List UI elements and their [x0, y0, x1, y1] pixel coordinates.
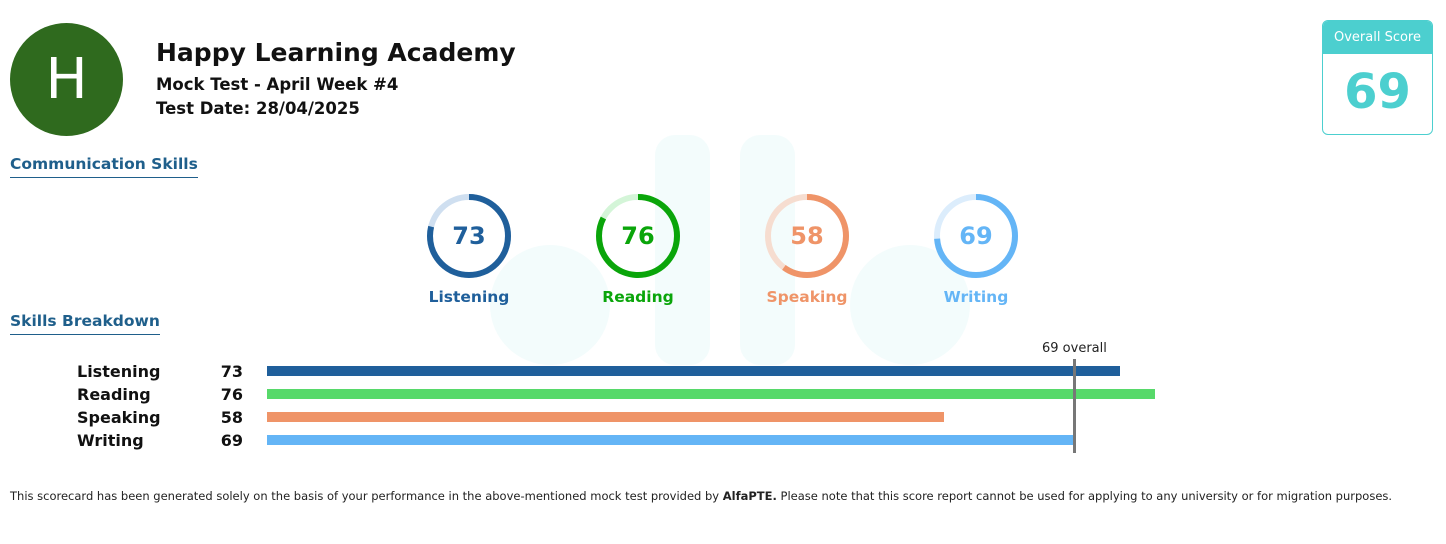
overall-score-label: Overall Score [1323, 21, 1432, 54]
speaking-ring: 58 [763, 192, 851, 280]
disclaimer-text-2: Please note that this score report canno… [776, 489, 1393, 503]
breakdown-label-reading: Reading [77, 385, 151, 404]
writing-ring-label: Writing [943, 288, 1009, 306]
breakdown-bar-speaking [267, 412, 945, 422]
speaking-ring-score: 58 [790, 222, 824, 250]
communication-skills-heading: Communication Skills [10, 155, 198, 178]
watermark-logo [490, 135, 970, 365]
speaking-ring-label: Speaking [766, 288, 848, 306]
brand-name: AlfaPTE. [722, 489, 777, 503]
test-date: Test Date: 28/04/2025 [156, 99, 360, 118]
breakdown-bar-listening [267, 366, 1120, 376]
writing-ring: 69 [932, 192, 1020, 280]
disclaimer: This scorecard has been generated solely… [10, 487, 1430, 506]
skills-breakdown-chart: Listening 73 Reading 76 Speaking 58 Writ… [0, 340, 1446, 460]
overall-score-card: Overall Score 69 [1322, 20, 1433, 135]
breakdown-label-listening: Listening [77, 362, 161, 381]
disclaimer-text-1: This scorecard has been generated solely… [10, 489, 723, 503]
breakdown-bar-reading [267, 389, 1155, 399]
reading-ring: 76 [594, 192, 682, 280]
breakdown-score-listening: 73 [220, 362, 243, 381]
listening-ring: 73 [425, 192, 513, 280]
reading-ring-score: 76 [621, 222, 655, 250]
breakdown-label-speaking: Speaking [77, 408, 161, 427]
reading-ring-label: Reading [602, 288, 674, 306]
breakdown-score-speaking: 58 [220, 408, 243, 427]
overall-score-value: 69 [1344, 64, 1411, 120]
listening-ring-label: Listening [428, 288, 510, 306]
listening-ring-score: 73 [452, 222, 486, 250]
org-name: Happy Learning Academy [156, 38, 516, 67]
breakdown-score-writing: 69 [220, 431, 243, 450]
org-avatar: H [10, 23, 123, 136]
test-name: Mock Test - April Week #4 [156, 75, 399, 94]
breakdown-label-writing: Writing [77, 431, 144, 450]
skills-breakdown-heading: Skills Breakdown [10, 312, 160, 335]
overall-marker-label: 69 overall [1042, 341, 1107, 356]
avatar-letter: H [45, 47, 88, 112]
writing-ring-score: 69 [959, 222, 993, 250]
breakdown-score-reading: 76 [220, 385, 243, 404]
overall-marker-line [1073, 359, 1076, 453]
breakdown-bar-writing [267, 435, 1073, 445]
